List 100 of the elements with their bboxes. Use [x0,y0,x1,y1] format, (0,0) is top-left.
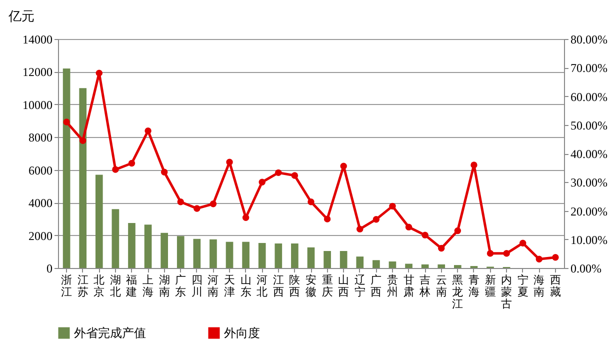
point [210,200,217,208]
x-tick-label: 四川 [191,274,202,298]
point [242,214,250,221]
y-tick-label: 14000 [22,32,52,46]
legend-label: 外向度 [224,326,260,340]
bar [226,242,234,268]
x-tick-label: 云南 [436,274,447,298]
y2-tick-label: 80.00% [570,32,608,46]
bar [160,232,168,268]
bar [340,250,348,268]
y-tick-label: 4000 [28,196,52,210]
point [308,198,314,206]
point [275,169,282,176]
point [438,244,445,252]
x-tick-label: 甘肃 [403,274,414,298]
x-tick-label: 江苏 [77,274,88,298]
bar [421,264,429,268]
x-tick-label: 河南 [208,274,219,298]
bar [95,174,103,268]
y2-tick-label: 0.00% [570,262,602,276]
bar [128,223,136,268]
x-tick-label: 海南 [534,274,545,298]
point [112,166,119,173]
bar [372,260,380,268]
x-tick-label: 山东 [240,274,252,298]
x-tick-label: 江西 [272,274,284,298]
bar [79,88,87,268]
x-tick-label: 重庆 [322,274,333,298]
point [160,168,168,176]
bar [274,243,282,268]
point [520,240,526,246]
y-tick-label: 8000 [28,130,52,145]
x-tick-label: 天津 [224,274,236,298]
x-tick-label: 安徽 [306,274,316,298]
x-tick-label: 西藏 [550,274,561,298]
bar [176,236,184,268]
point [389,202,396,210]
legend-label: 外省完成产值 [74,326,146,340]
point [128,160,136,167]
point [194,205,200,212]
bar [324,250,331,268]
point [454,227,462,234]
x-tick-label: 浙江 [61,274,72,298]
point [372,216,380,223]
bar [438,264,446,268]
x-tick-label: 吉林 [418,274,431,298]
point [144,128,152,134]
x-tick-label: 河北 [256,274,268,298]
x-tick-label: 贵州 [386,274,398,298]
y2-tick-label: 20.00% [570,204,608,218]
y2-tick-label: 30.00% [570,176,608,190]
x-tick-label: 湖北 [110,274,121,298]
point [503,250,510,257]
y-tick-label: 2000 [28,228,52,243]
x-tick-label: 辽宁 [354,274,366,298]
point [422,232,428,238]
point [405,224,412,230]
bar [258,242,266,268]
bar [307,247,315,268]
x-tick-label: 黑龙江 [452,274,464,310]
y-tick-label: 10000 [22,98,52,112]
x-tick-label: 福建 [125,274,138,298]
point [340,162,347,170]
bar [210,239,217,268]
x-tick-label: 北京 [94,274,105,298]
x-tick-label: 宁夏 [517,274,528,298]
point [80,137,86,144]
x-tick-label: 新疆 [484,274,496,298]
bar [405,264,412,268]
bar [242,242,250,268]
bar [144,224,152,268]
bar [388,261,396,268]
point [63,118,70,126]
point [258,178,266,186]
y2-tick-label: 50.00% [570,118,608,132]
bar [193,238,201,268]
x-tick-label: 湖南 [158,274,170,298]
y-tick-label: 6000 [28,163,52,178]
point [226,158,233,166]
point [536,256,542,262]
point [470,162,478,168]
point [356,226,364,232]
x-tick-label: 青海 [468,274,480,298]
bar [454,265,462,268]
point [486,250,494,257]
point [324,216,331,222]
x-tick-label: 广东 [175,274,186,298]
bar [112,209,120,268]
x-tick-label: 上海 [142,274,154,298]
bar [291,243,298,268]
x-tick-label: 广西 [370,274,382,298]
bar [356,256,364,268]
point [291,172,298,179]
point [96,70,102,76]
y2-tick-label: 10.00% [570,232,608,247]
bar [62,68,70,268]
y-tick-label: 0 [46,262,52,276]
x-tick-label: 内蒙古 [501,274,512,310]
y-tick-label: 12000 [22,65,52,80]
point [552,254,559,261]
